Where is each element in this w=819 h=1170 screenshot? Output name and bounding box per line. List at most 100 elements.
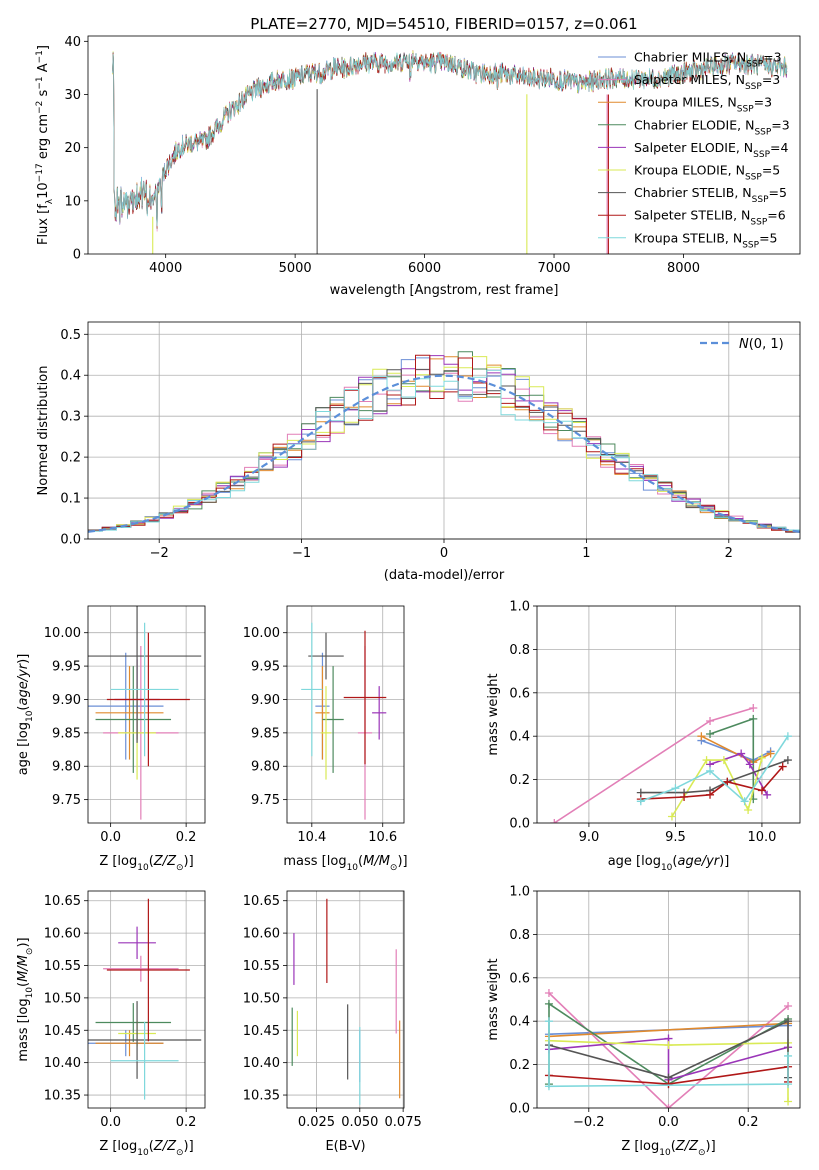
- weight-marker: [550, 819, 559, 823]
- weight-marker: [664, 1080, 673, 1089]
- errorbar-kroupa-stelib: [110, 1021, 179, 1100]
- weight-marker: [706, 790, 715, 799]
- errorbar-kroupa-miles: [315, 666, 330, 760]
- x-axis-label: E(B-V): [325, 1139, 365, 1154]
- x-tick-label: 9.0: [579, 830, 600, 845]
- y-tick-label: 9.90: [251, 693, 280, 708]
- y-axis-label: Flux [fλ10−17 erg cm−2 s−1 A−1]: [35, 45, 55, 245]
- y-axis-label: mass [log10(M/M⊙)]: [16, 937, 35, 1061]
- weight-marker: [719, 756, 728, 765]
- y-tick-label: 9.95: [251, 660, 280, 675]
- y-tick-label: 10.00: [243, 626, 280, 641]
- y-tick-label: 0.0: [60, 533, 81, 548]
- y-tick-label: 10.45: [44, 1024, 81, 1039]
- weight-marker: [740, 797, 749, 806]
- x-axis-label: mass [log10(M/M⊙)]: [283, 854, 407, 873]
- legend-label: Kroupa ELODIE, NSSP=5: [634, 163, 780, 183]
- axis-ticks: 0.025 0.050 0.075 10.35 10.40 10.45 10.50 10.55…: [243, 894, 422, 1130]
- y-tick-label: 10: [64, 194, 81, 209]
- legend-label: Chabrier ELODIE, NSSP=3: [634, 117, 790, 137]
- x-tick-label: 0.0: [100, 1115, 121, 1130]
- y-tick-label: 0.6: [509, 686, 530, 701]
- weight-marker: [784, 1017, 793, 1026]
- y-tick-label: 1.0: [509, 885, 530, 900]
- weight-marker: [702, 756, 711, 765]
- y-tick-label: 9.80: [52, 760, 81, 775]
- weight-vs-age-panel: 9.0 9.5 10.0 0.0 0.2 0.4 0.6 0.8 1.0 mass weight a…: [486, 600, 801, 873]
- weight-marker: [763, 790, 772, 799]
- legend-label-normal: N(0, 1): [739, 337, 784, 352]
- mass-vs-extinction-panel: 0.025 0.050 0.075 10.35 10.40 10.45 10.50 10.55…: [243, 890, 422, 1154]
- x-tick-label: 1: [582, 546, 590, 561]
- errorbar-chabrier-stelib: [88, 606, 202, 743]
- errorbar-chabrier-stelib: [88, 1001, 202, 1079]
- axes-frame: [286, 890, 405, 1109]
- weight-marker: [737, 749, 746, 758]
- weight-marker: [784, 1002, 793, 1011]
- weight-marker: [544, 1017, 553, 1026]
- y-tick-label: 10.55: [243, 959, 280, 974]
- weight-vs-metallicity-panel: −0.2 0.0 0.2 0.0 0.2 0.4 0.6 0.8 1.0 mass weight Z…: [486, 885, 801, 1158]
- y-tick-label: 10.60: [44, 927, 81, 942]
- weight-marker: [778, 762, 787, 771]
- y-tick-label: 0.0: [509, 817, 530, 832]
- axes-frame: [536, 605, 801, 824]
- residual-histogram-panel: −2 −1 0 1 2 0.0 0.1 0.2 0.3 0.4 0.5 N(0, 1) (data-mo…: [36, 321, 801, 583]
- spectrum-line-kroupa-stelib: [112, 52, 788, 227]
- y-tick-label: 0.2: [509, 1058, 530, 1073]
- y-tick-label: 0.4: [509, 1015, 530, 1030]
- y-tick-label: 9.95: [52, 660, 81, 675]
- y-tick-label: 0.1: [60, 492, 81, 507]
- y-tick-label: 20: [64, 141, 81, 156]
- y-tick-label: 10.40: [44, 1056, 81, 1071]
- axis-ticks: −0.2 0.0 0.2 0.0 0.2 0.4 0.6 0.8 1.0: [509, 885, 758, 1131]
- axis-ticks: 0.0 0.2 9.75 9.80 9.85 9.90 9.95 10.00: [44, 626, 197, 845]
- x-tick-label: 9.5: [665, 830, 686, 845]
- y-tick-label: 10.45: [243, 1024, 280, 1039]
- plot-area: [112, 50, 788, 254]
- y-axis-label: mass weight: [486, 673, 501, 755]
- weight-line: [548, 1019, 789, 1079]
- errorbar-chabrier-stelib: [308, 632, 344, 680]
- x-tick-label: 6000: [408, 261, 441, 276]
- y-tick-label: 0.4: [60, 369, 81, 384]
- x-tick-label: −1: [292, 546, 311, 561]
- weight-marker: [706, 717, 715, 726]
- y-tick-label: 10.60: [243, 927, 280, 942]
- weight-series-kroupa-stelib: [544, 1017, 793, 1091]
- errorbar-chabrier-elodie: [95, 1003, 172, 1042]
- x-tick-label: −0.2: [573, 1115, 605, 1130]
- x-tick-label: 0.2: [738, 1115, 759, 1130]
- x-tick-label: 0.0: [100, 830, 121, 845]
- normal-curve: [88, 374, 800, 533]
- errorbar-salpeter-elodie: [118, 926, 156, 960]
- y-tick-label: 10.40: [243, 1056, 280, 1071]
- weight-marker: [706, 766, 715, 775]
- errorbar-salpeter-stelib: [343, 630, 387, 765]
- y-tick-label: 0.2: [60, 451, 81, 466]
- x-tick-label: 0.075: [385, 1115, 422, 1130]
- errorbar-salpeter-elodie: [372, 686, 387, 740]
- plot-area: [88, 606, 202, 820]
- y-tick-label: 10.55: [44, 959, 81, 974]
- weight-marker: [544, 1082, 553, 1091]
- axes-frame: [536, 890, 801, 1109]
- histogram-salpeter-elodie: [88, 355, 800, 531]
- y-tick-label: 0: [73, 248, 81, 263]
- figure-title: PLATE=2770, MJD=54510, FIBERID=0157, z=0…: [250, 15, 637, 33]
- grid-lines: [287, 891, 404, 1108]
- y-tick-label: 10.65: [243, 894, 280, 909]
- axis-ticks: −2 −1 0 1 2 0.0 0.1 0.2 0.3 0.4 0.5: [60, 328, 733, 561]
- y-tick-label: 30: [64, 88, 81, 103]
- weight-marker: [766, 749, 775, 758]
- plot-area: [301, 622, 387, 820]
- weight-marker: [784, 1051, 793, 1060]
- weight-marker: [784, 1097, 793, 1106]
- weight-marker: [744, 805, 753, 814]
- weight-line: [548, 1022, 789, 1038]
- x-tick-label: 0.025: [298, 1115, 335, 1130]
- plot-area: [88, 351, 800, 533]
- axis-ticks: 9.0 9.5 10.0 0.0 0.2 0.4 0.6 0.8 1.0: [509, 600, 776, 846]
- y-tick-label: 9.85: [251, 726, 280, 741]
